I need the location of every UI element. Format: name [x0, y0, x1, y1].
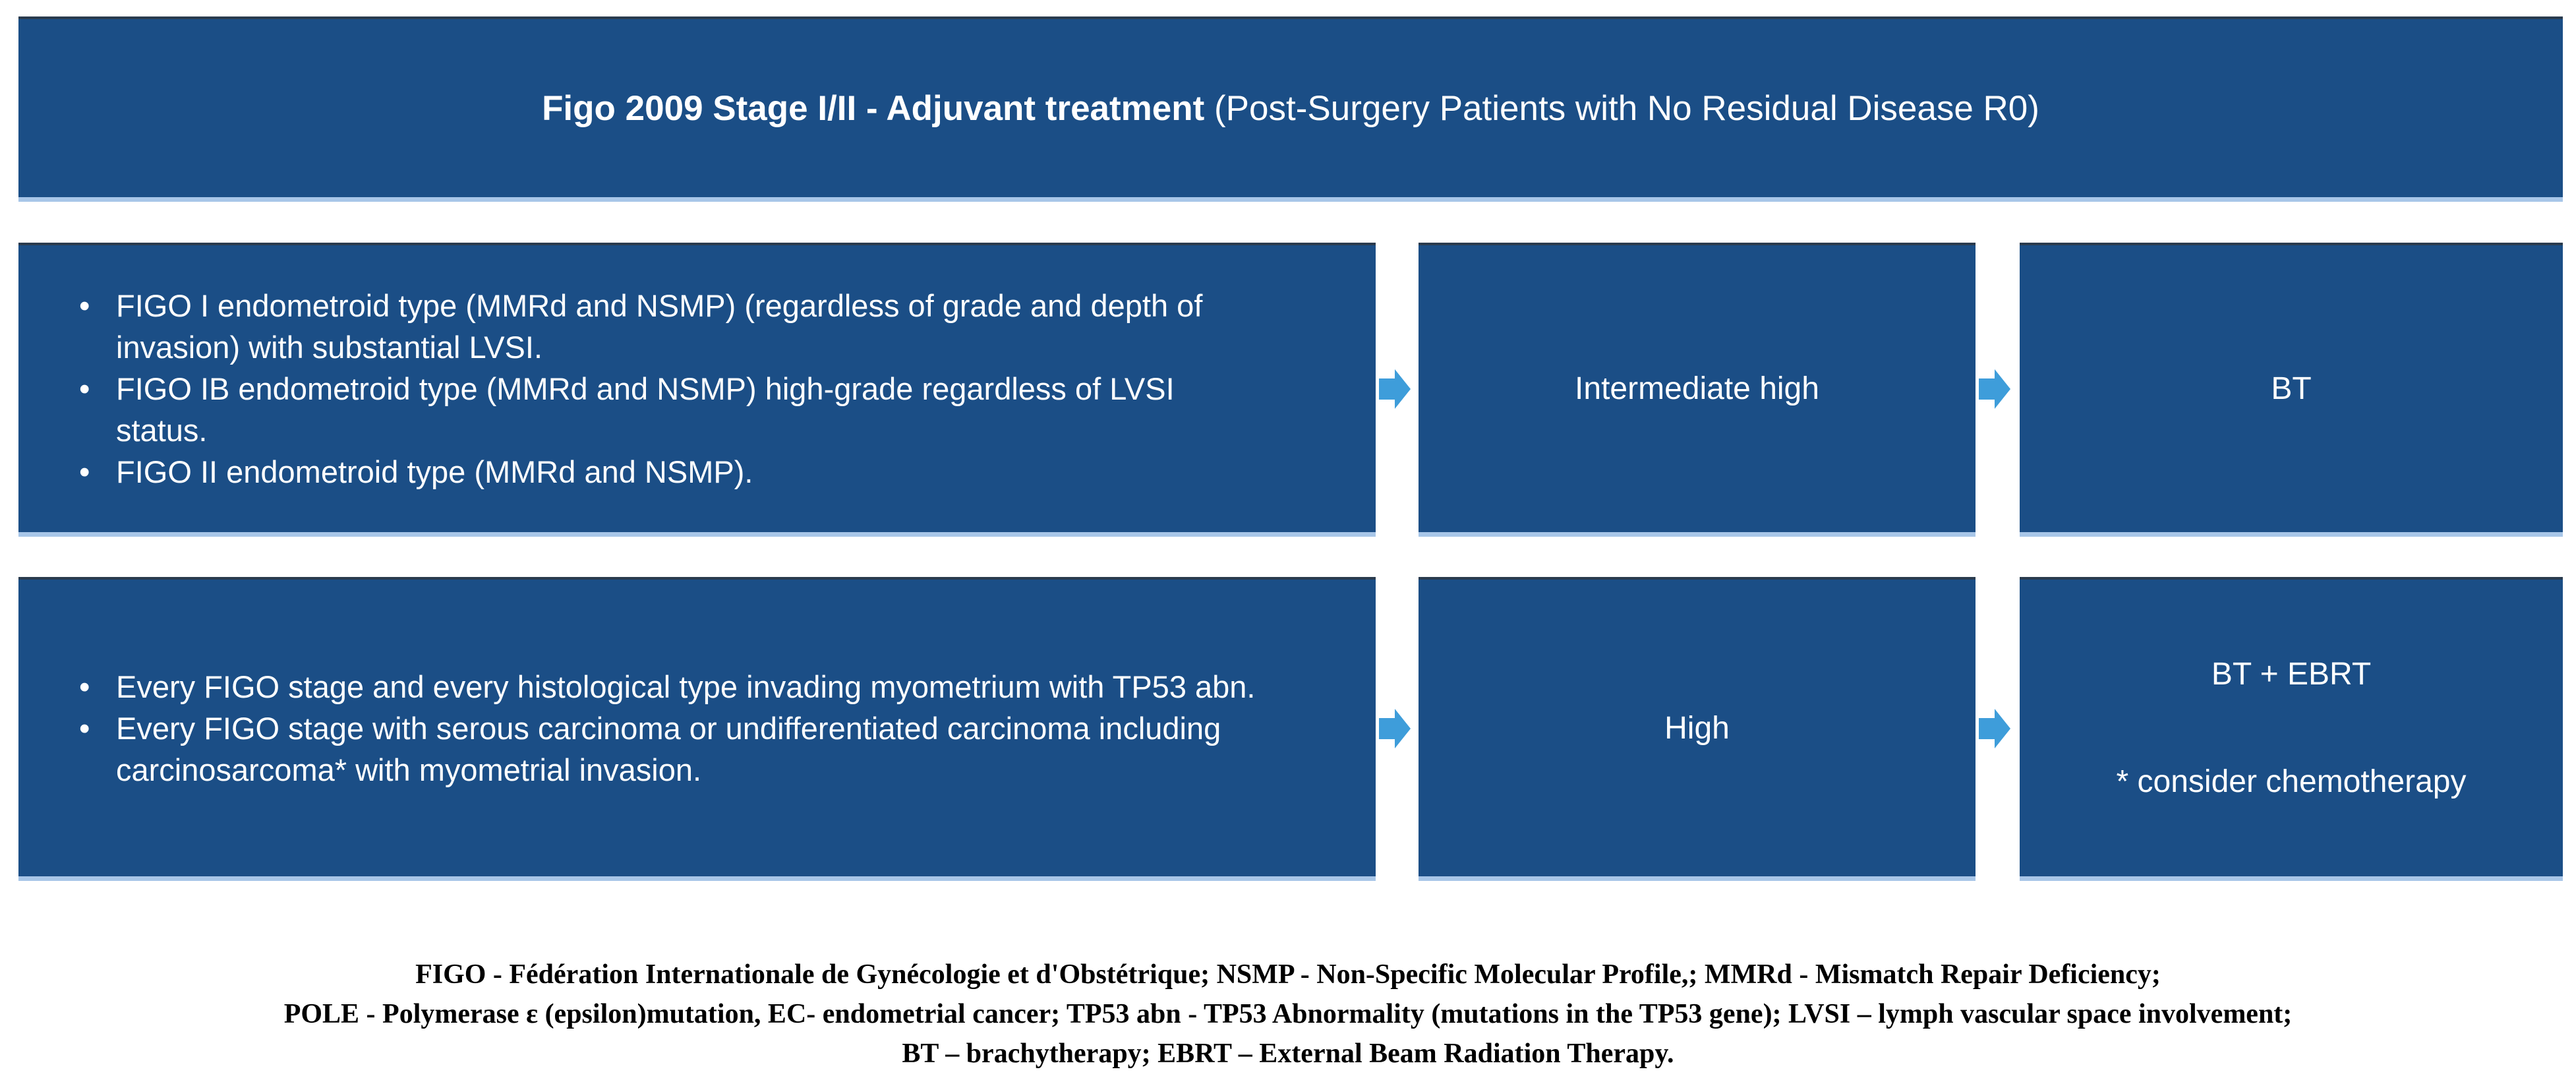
treatment-label: BT + EBRT	[2211, 657, 2372, 692]
criteria-item: FIGO IB endometroid type (MMRd and NSMP)…	[79, 368, 1270, 451]
diagram-title-main: Figo 2009 Stage I/II - Adjuvant treatmen…	[542, 88, 1205, 128]
criteria-list: Every FIGO stage and every histological …	[18, 666, 1376, 791]
criteria-item: Every FIGO stage with serous carcinoma o…	[79, 708, 1270, 791]
risk-group-label: Intermediate high	[1575, 371, 1819, 406]
criteria-box-high: Every FIGO stage and every histological …	[18, 577, 1376, 881]
arrow-right-icon	[1379, 708, 1411, 750]
abbreviation-legend: FIGO - Fédération Internationale de Gyné…	[0, 955, 2576, 1073]
criteria-item: FIGO II endometroid type (MMRd and NSMP)…	[79, 451, 1270, 493]
criteria-list: FIGO I endometroid type (MMRd and NSMP) …	[18, 285, 1376, 493]
treatment-note: * consider chemotherapy	[2116, 764, 2467, 799]
diagram-title-bar: Figo 2009 Stage I/II - Adjuvant treatmen…	[18, 16, 2563, 202]
diagram-title-subtitle: (Post-Surgery Patients with No Residual …	[1204, 88, 2039, 128]
treatment-box-bt-ebrt: BT + EBRT * consider chemotherapy	[2020, 577, 2563, 881]
arrow-right-icon	[1979, 708, 2010, 750]
diagram-title: Figo 2009 Stage I/II - Adjuvant treatmen…	[542, 88, 2039, 129]
risk-group-box-high: High	[1419, 577, 1976, 881]
treatment-label: BT	[2271, 371, 2312, 406]
treatment-box-bt: BT	[2020, 243, 2563, 537]
legend-line: FIGO - Fédération Internationale de Gyné…	[415, 959, 2161, 990]
criteria-item: Every FIGO stage and every histological …	[79, 666, 1270, 708]
legend-line: BT – brachytherapy; EBRT – External Beam…	[902, 1039, 1674, 1069]
criteria-box-intermediate-high: FIGO I endometroid type (MMRd and NSMP) …	[18, 243, 1376, 537]
arrow-right-icon	[1379, 368, 1411, 410]
legend-line: POLE - Polymerase ε (epsilon)mutation, E…	[283, 999, 2293, 1029]
risk-group-label: High	[1664, 710, 1730, 746]
criteria-item: FIGO I endometroid type (MMRd and NSMP) …	[79, 285, 1270, 368]
risk-group-box-intermediate-high: Intermediate high	[1419, 243, 1976, 537]
arrow-right-icon	[1979, 368, 2010, 410]
